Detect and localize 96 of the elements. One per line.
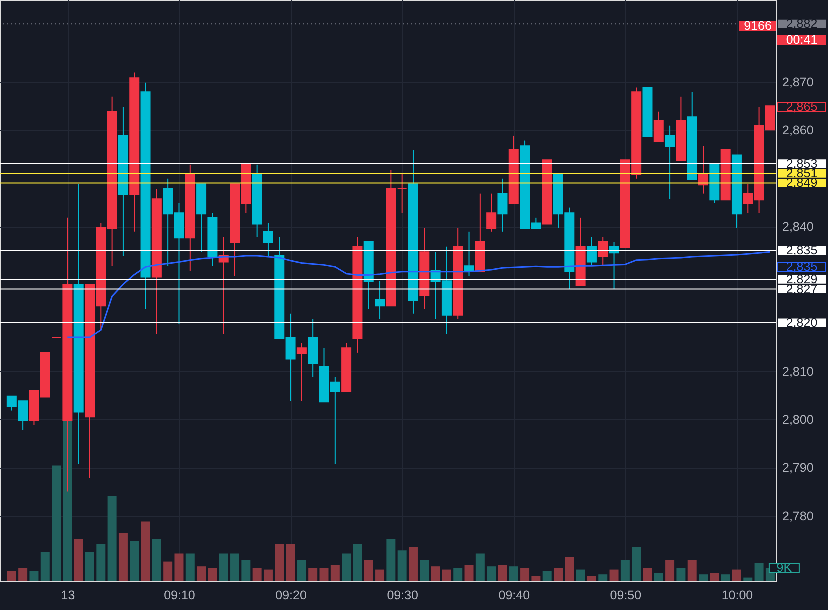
candlestick — [598, 236, 608, 267]
bar — [219, 554, 228, 581]
bar — [174, 554, 184, 581]
bar — [118, 533, 128, 581]
x-tick-label: 09:10 — [164, 588, 196, 602]
bar — [420, 560, 430, 581]
candlestick — [263, 222, 274, 257]
bar — [164, 562, 173, 581]
y-tick-label: 2,780 — [782, 509, 814, 524]
bar — [509, 566, 518, 581]
bar — [487, 566, 496, 581]
bar — [152, 539, 162, 581]
bar — [252, 568, 262, 581]
bar — [86, 552, 94, 581]
x-tick-label: 09:50 — [610, 588, 642, 602]
bar — [721, 574, 730, 581]
bar — [442, 570, 452, 581]
bar — [654, 573, 664, 581]
bar — [7, 571, 16, 581]
x-tick-label: 09:40 — [498, 588, 530, 602]
bar — [587, 576, 596, 581]
bar — [342, 554, 352, 581]
bar — [520, 568, 530, 581]
bar — [431, 566, 440, 581]
ref-line-label: 2,820 — [786, 316, 818, 330]
bar — [52, 466, 62, 581]
bar — [454, 568, 463, 581]
bar — [476, 554, 485, 581]
bar — [297, 560, 306, 581]
bar — [676, 568, 686, 581]
candlestick — [375, 280, 386, 320]
ref-line-label: 2,882 — [786, 17, 818, 32]
bar — [610, 570, 619, 581]
y-tick-label: 2,810 — [782, 364, 814, 379]
bar — [408, 547, 418, 581]
bar — [754, 563, 764, 581]
candlestick — [498, 178, 508, 232]
x-tick-label: 13 — [61, 588, 76, 602]
annotation: 9166 — [744, 19, 772, 33]
bar — [632, 547, 642, 581]
bar — [699, 574, 708, 581]
bar — [40, 552, 50, 581]
bar — [74, 539, 84, 581]
bar — [230, 554, 240, 581]
bar — [108, 496, 117, 581]
bar — [242, 560, 251, 581]
bar — [398, 550, 407, 581]
candlestick — [665, 125, 676, 200]
bar — [464, 565, 474, 581]
bar — [96, 544, 106, 581]
bar — [364, 560, 374, 581]
bar — [264, 570, 273, 581]
bar — [643, 568, 652, 581]
bar — [353, 544, 362, 581]
bar — [710, 573, 720, 581]
bar — [330, 565, 340, 581]
bar — [208, 568, 218, 581]
bar — [542, 571, 552, 581]
bar — [620, 560, 630, 581]
bar — [666, 560, 675, 581]
bar — [565, 557, 574, 581]
y-tick-label: 2,790 — [782, 461, 814, 476]
bar — [498, 565, 508, 581]
bar — [386, 539, 396, 581]
candlestick — [397, 174, 408, 214]
bar — [576, 570, 586, 581]
x-tick-label: 09:30 — [387, 588, 419, 602]
candlestick — [586, 236, 597, 267]
bar — [286, 544, 296, 581]
bar — [186, 554, 195, 581]
bar — [532, 576, 541, 581]
text: 00:41 — [786, 33, 818, 47]
candlestick — [486, 193, 497, 232]
bar — [688, 560, 697, 581]
bar — [744, 578, 753, 581]
x-tick-label: 10:00 — [722, 588, 754, 602]
bar — [130, 541, 140, 581]
candlestick — [296, 342, 307, 402]
y-tick-label: 2,860 — [782, 124, 814, 138]
bar — [554, 568, 563, 581]
bar — [308, 568, 318, 581]
candlestick — [654, 111, 664, 142]
y-tick-label: 2,870 — [782, 75, 814, 90]
bar — [275, 544, 284, 581]
bar — [30, 571, 39, 581]
bar — [18, 568, 28, 581]
bar — [197, 566, 206, 581]
y-tick-label: 2,840 — [782, 220, 814, 234]
x-tick-label: 09:20 — [276, 588, 307, 602]
bar — [320, 568, 329, 581]
bar — [376, 570, 385, 581]
bar — [598, 574, 608, 581]
line-series — [66, 251, 772, 338]
y-tick-label: 2,800 — [782, 412, 814, 427]
bar — [732, 570, 742, 581]
bar — [141, 522, 150, 581]
